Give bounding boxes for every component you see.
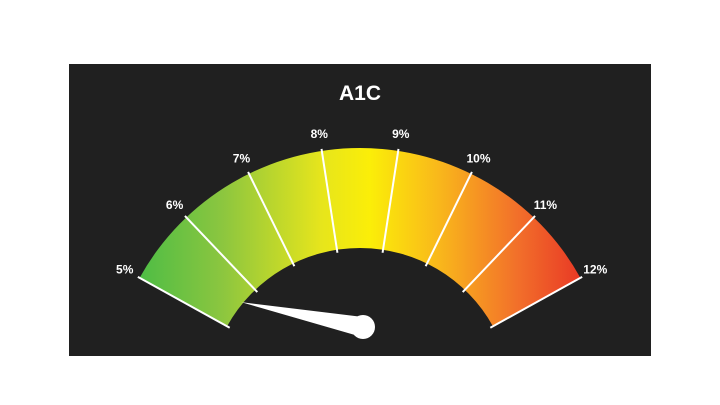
gauge-tick (424, 171, 473, 267)
gauge-tick (247, 171, 296, 267)
gauge-tick-label: 9% (392, 127, 410, 141)
gauge-tick-labels: 5% 6% 7% 8% 9% 10% 11% 12% (116, 127, 608, 276)
gauge-tick (461, 215, 536, 293)
gauge-tick-label: 6% (166, 198, 184, 212)
gauge-tick-label: 12% (583, 263, 607, 277)
gauge-tick-label: 10% (467, 152, 491, 166)
gauge-tick (184, 215, 259, 293)
gauge-tick (489, 275, 583, 329)
gauge-needle-hub (351, 315, 375, 339)
gauge-arc (139, 148, 581, 327)
gauge-tick-label: 7% (233, 152, 251, 166)
gauge-tick-label: 8% (311, 127, 329, 141)
gauge-tick-label: 5% (116, 263, 134, 277)
gauge-tick (381, 148, 400, 253)
gauge-title: A1C (339, 82, 381, 105)
gauge-tick-label: 11% (534, 198, 558, 212)
gauge-needle (241, 302, 365, 337)
gauge-tick (137, 275, 231, 329)
gauge-tick (320, 148, 339, 253)
gauge-ticks (137, 148, 583, 329)
